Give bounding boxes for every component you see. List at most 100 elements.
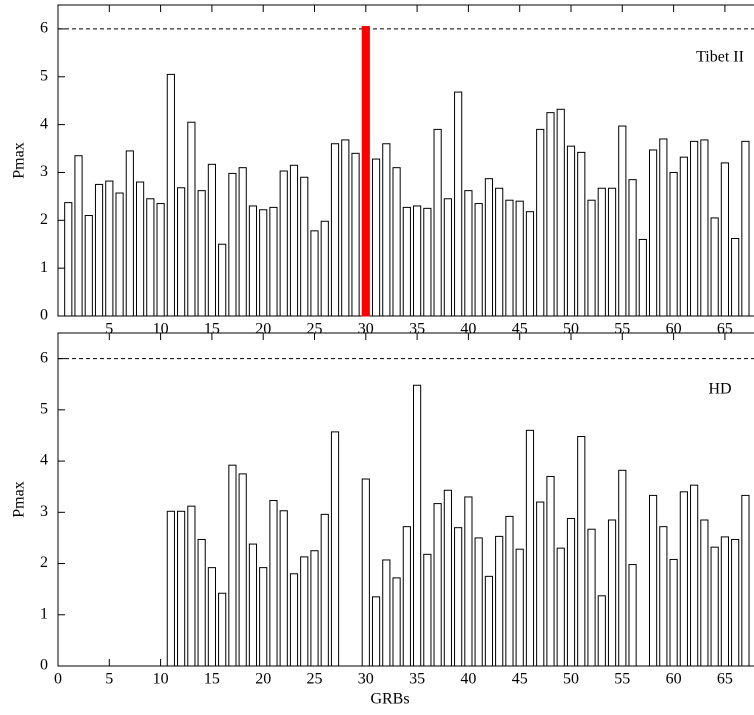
bar [84,215,93,317]
bar [197,538,206,667]
x-tick-label: 55 [614,671,630,688]
bar [577,151,586,317]
panel-label: HD [708,380,731,397]
x-tick-label: 35 [409,671,425,688]
bar [341,139,350,317]
bar [156,203,165,317]
bar [720,162,729,317]
bar [300,556,309,667]
y-tick-label: 3 [40,163,48,180]
bar [279,170,288,317]
bar [207,163,216,317]
y-tick-label: 4 [40,115,48,132]
bar [289,164,299,317]
bar [310,230,319,317]
bar [177,187,186,317]
bar [648,149,658,317]
bar [146,198,155,317]
bar [495,535,504,667]
bar [454,91,463,317]
bar [320,220,329,317]
bar [248,543,258,667]
bar [566,145,576,317]
bar [371,596,381,667]
bar [433,503,442,667]
x-tick-label: 5 [105,321,113,338]
bar [269,500,278,667]
bar [248,205,258,317]
bar [433,128,442,317]
bar [597,187,606,317]
bar [536,501,545,667]
y-tick-label: 5 [40,401,48,418]
y-tick-label: 0 [40,307,48,324]
x-tick-label: 0 [54,671,62,688]
bar [125,150,134,317]
x-tick-label: 45 [512,671,528,688]
bar [577,435,586,667]
y-tick-label: 4 [40,452,48,469]
y-tick-label: 1 [40,605,48,622]
x-tick-label: 30 [358,671,374,688]
bar [690,484,699,667]
bar [177,510,186,667]
bar [515,200,524,317]
bar [413,205,422,317]
bar [700,139,709,317]
bar [484,575,494,667]
bar [74,155,83,317]
bar [135,181,145,317]
bar [351,152,360,317]
x-tick-label: 25 [307,671,323,688]
bar [618,125,627,317]
bar [392,577,401,667]
bar [566,517,576,667]
y-tick-label: 5 [40,67,48,84]
bar [669,171,678,317]
x-tick-label: 50 [563,671,579,688]
bar [741,494,750,667]
bar [166,73,175,317]
bar [607,187,617,317]
bar [505,199,514,317]
bar [741,140,750,317]
bar [525,211,535,317]
bar [392,167,401,317]
bar [94,183,104,317]
bar [259,567,268,667]
bar [64,202,73,317]
bar [330,143,340,317]
bar [454,527,463,667]
x-tick-label: 10 [153,671,169,688]
bar [402,206,411,317]
bar [207,567,216,667]
bar [218,592,227,667]
bar [474,203,483,317]
bar [320,513,329,667]
bar [515,548,524,667]
bar [259,209,268,317]
bar [720,536,729,667]
bar [587,528,596,667]
bar [679,156,688,317]
x-tick-label: 15 [204,671,220,688]
x-tick-label: 20 [255,671,271,688]
bar [495,187,504,317]
y-tick-label: 2 [40,211,48,228]
bar [618,469,627,667]
bar [300,176,309,317]
x-tick-label: 60 [666,671,682,688]
x-tick-label: 65 [717,671,733,688]
y-tick-label: 6 [40,349,48,366]
bar [289,573,299,667]
bar [330,431,340,667]
bar [484,178,494,317]
bar [474,537,483,667]
y-tick-label: 3 [40,503,48,520]
bar [628,564,637,667]
bar [597,595,606,667]
x-axis-label: GRBs [370,691,409,708]
bar [361,478,370,667]
bar [731,538,740,667]
